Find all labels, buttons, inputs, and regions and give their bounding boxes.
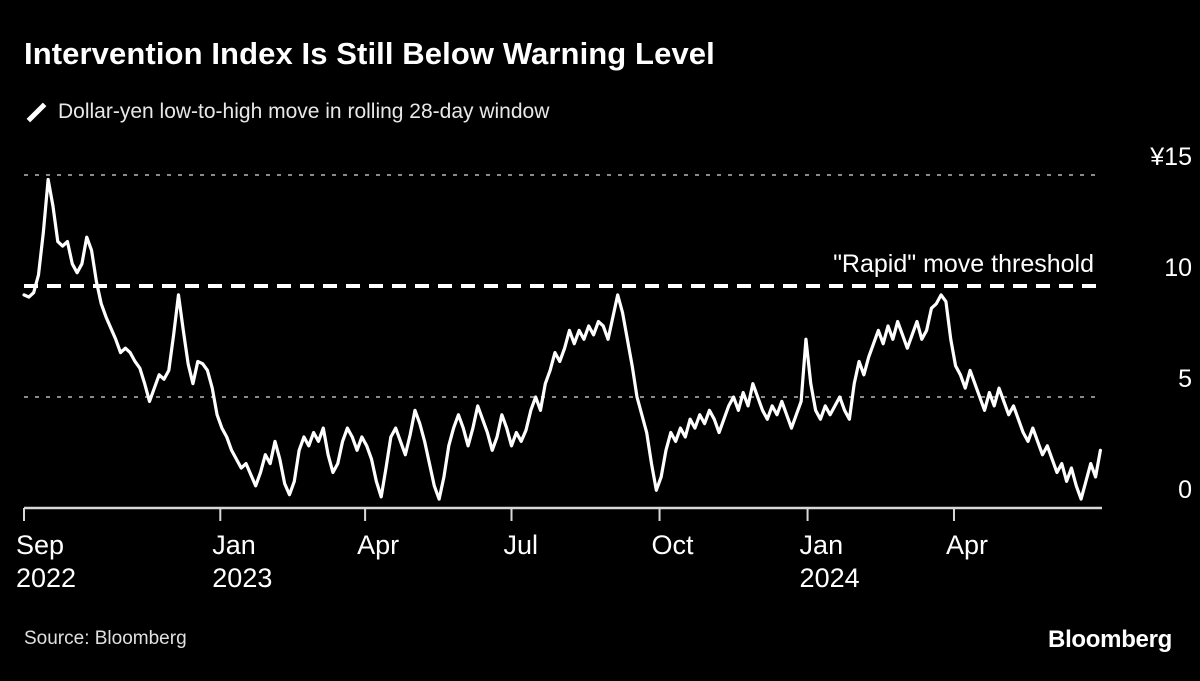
y-gridlines xyxy=(24,174,1102,398)
threshold-annotation: "Rapid" move threshold xyxy=(833,250,1094,278)
x-axis xyxy=(23,506,1102,521)
y-axis-tick-label: 10 xyxy=(1164,254,1192,282)
x-axis-tick-label: Oct xyxy=(652,530,695,560)
series-polyline xyxy=(22,177,1102,501)
chart-title: Intervention Index Is Still Below Warnin… xyxy=(24,36,715,71)
y-axis-labels: 0 5 10 ¥15 xyxy=(1149,143,1192,504)
x-axis-tick-year-label: 2023 xyxy=(212,563,272,593)
chart-subtitle: Dollar-yen low-to-high move in rolling 2… xyxy=(58,100,550,123)
y-axis-tick-label: 5 xyxy=(1178,365,1192,393)
x-axis-tick-label: Jul xyxy=(504,530,539,560)
data-series-line xyxy=(22,177,1102,501)
bloomberg-logo: Bloomberg xyxy=(1048,626,1172,653)
y-axis-tick-label: 0 xyxy=(1178,476,1192,504)
y-axis-tick-label: ¥15 xyxy=(1149,143,1192,171)
x-axis-tick-label: Apr xyxy=(946,530,988,560)
x-axis-tick-label: Jan xyxy=(212,530,256,560)
x-axis-tick-label: Jan xyxy=(800,530,844,560)
x-axis-tick-label: Sep xyxy=(16,530,64,560)
chart-subtitle-row: Dollar-yen low-to-high move in rolling 2… xyxy=(24,100,549,124)
source-note: Source: Bloomberg xyxy=(24,628,187,649)
threshold-annotation-label: "Rapid" move threshold xyxy=(833,250,1094,278)
x-axis-tick-year-label: 2022 xyxy=(16,563,76,593)
x-axis-tick-label: Apr xyxy=(357,530,399,560)
x-axis-tick-year-label: 2024 xyxy=(800,563,860,593)
